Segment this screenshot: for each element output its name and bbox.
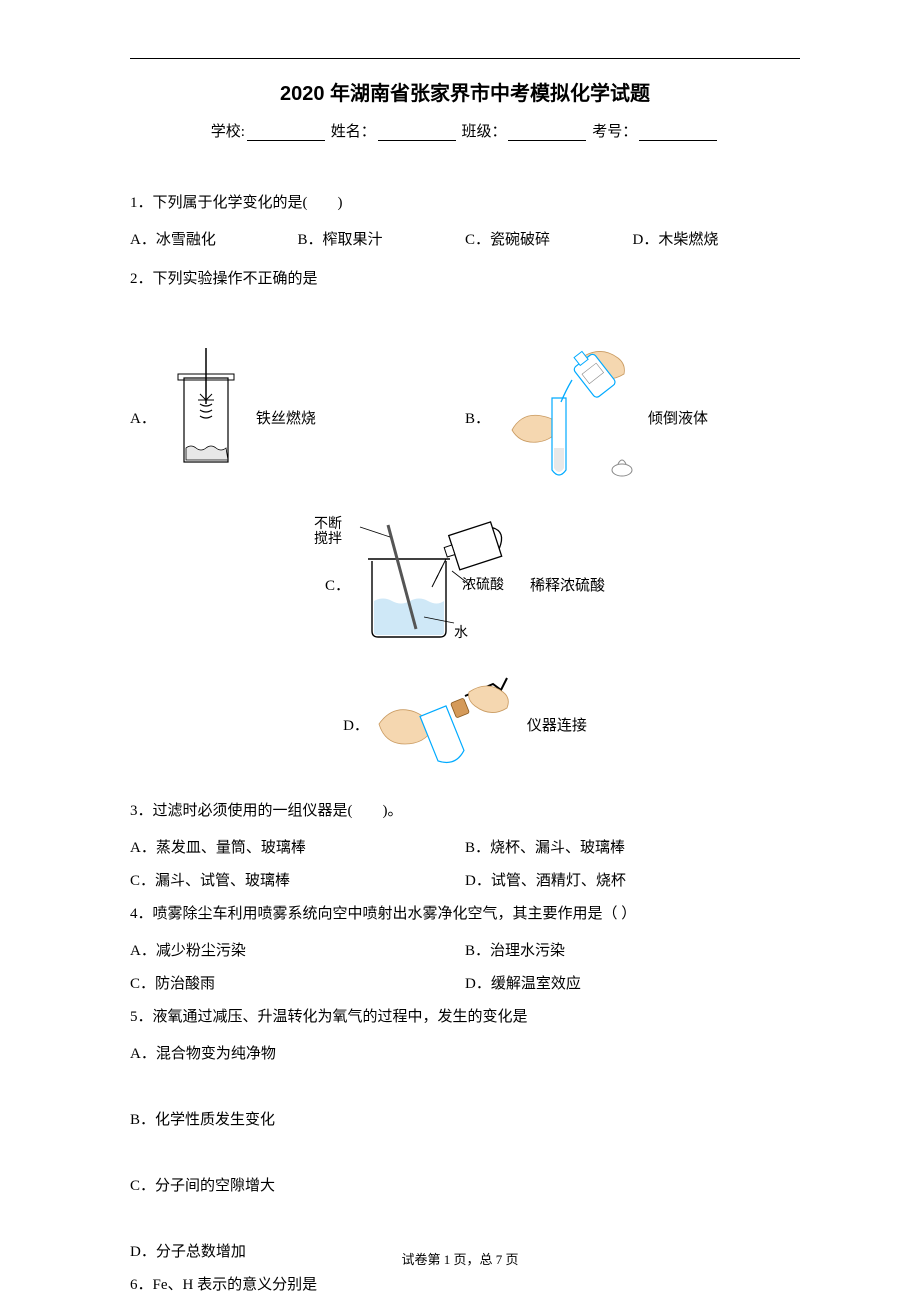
q2d-label: D． — [343, 710, 369, 743]
page-footer: 试卷第 1 页，总 7 页 — [0, 1249, 920, 1268]
q4-opt-c: C．防治酸雨 — [130, 968, 465, 1001]
school-label: 学校: — [211, 124, 245, 140]
examno-label: 考号： — [592, 124, 637, 140]
exam-title: 2020 年湖南省张家界市中考模拟化学试题 — [130, 77, 800, 106]
q1-stem: 1．下列属于化学变化的是( ) — [130, 187, 800, 220]
info-line: 学校: 姓名： 班级： 考号： — [130, 120, 800, 141]
q3-stem: 3．过滤时必须使用的一组仪器是( )。 — [130, 795, 800, 828]
question-2: 2．下列实验操作不正确的是 A． — [130, 263, 800, 781]
class-label: 班级： — [461, 124, 506, 140]
q2c-anno-stir: 不断 搅拌 — [314, 517, 342, 548]
question-1: 1．下列属于化学变化的是( ) A．冰雪融化 B．榨取果汁 C．瓷碗破碎 D．木… — [130, 187, 800, 257]
q1-opt-a: A．冰雪融化 — [130, 224, 298, 257]
q3-opt-b: B．烧杯、漏斗、玻璃棒 — [465, 832, 800, 865]
q2c-caption: 稀释浓硫酸 — [530, 570, 605, 603]
q2-stem: 2．下列实验操作不正确的是 — [130, 263, 800, 296]
q3-opt-a: A．蒸发皿、量筒、玻璃棒 — [130, 832, 465, 865]
q2d-caption: 仪器连接 — [527, 710, 587, 743]
name-label: 姓名： — [331, 124, 376, 140]
q1-opt-b: B．榨取果汁 — [298, 224, 466, 257]
q3-opt-c: C．漏斗、试管、玻璃棒 — [130, 865, 465, 898]
class-blank[interactable] — [508, 126, 586, 141]
q4-stem: 4．喷雾除尘车利用喷雾系统向空中喷射出水雾净化空气，其主要作用是（ ） — [130, 898, 800, 931]
exam-page: 2020 年湖南省张家界市中考模拟化学试题 学校: 姓名： 班级： 考号： 1．… — [0, 0, 920, 1302]
q5-opt-a: A．混合物变为纯净物 — [130, 1038, 800, 1071]
pouring-liquid-icon — [494, 338, 644, 501]
question-5: 5．液氧通过减压、升温转化为氧气的过程中，发生的变化是 A．混合物变为纯净物 B… — [130, 1001, 800, 1269]
school-blank[interactable] — [247, 126, 325, 141]
q1-opt-d: D．木柴燃烧 — [633, 224, 801, 257]
question-6: 6．Fe、H 表示的意义分别是 — [130, 1269, 800, 1302]
iron-burning-icon — [160, 348, 252, 491]
question-3: 3．过滤时必须使用的一组仪器是( )。 A．蒸发皿、量筒、玻璃棒 B．烧杯、漏斗… — [130, 795, 800, 898]
q6-stem: 6．Fe、H 表示的意义分别是 — [130, 1269, 800, 1302]
q2c-label: C． — [325, 570, 350, 603]
q5-opt-c: C．分子间的空隙增大 — [130, 1170, 800, 1203]
q2a-label: A． — [130, 403, 156, 436]
q5-stem: 5．液氧通过减压、升温转化为氧气的过程中，发生的变化是 — [130, 1001, 800, 1034]
q5-opt-b: B．化学性质发生变化 — [130, 1104, 800, 1137]
q2c-anno-acid: 浓硫酸 — [462, 571, 504, 602]
top-rule — [130, 58, 800, 59]
q1-opt-c: C．瓷碗破碎 — [465, 224, 633, 257]
q4-opt-b: B．治理水污染 — [465, 935, 800, 968]
q2c-anno-water: 水 — [454, 619, 468, 650]
examno-blank[interactable] — [639, 126, 717, 141]
q4-opt-d: D．缓解温室效应 — [465, 968, 800, 1001]
connect-apparatus-icon — [373, 672, 523, 781]
q2b-caption: 倾倒液体 — [648, 403, 708, 436]
q2a-caption: 铁丝燃烧 — [256, 403, 316, 436]
q2b-label: B． — [465, 403, 490, 436]
q4-opt-a: A．减少粉尘污染 — [130, 935, 465, 968]
name-blank[interactable] — [378, 126, 456, 141]
question-4: 4．喷雾除尘车利用喷雾系统向空中喷射出水雾净化空气，其主要作用是（ ） A．减少… — [130, 898, 800, 1001]
q3-opt-d: D．试管、酒精灯、烧杯 — [465, 865, 800, 898]
